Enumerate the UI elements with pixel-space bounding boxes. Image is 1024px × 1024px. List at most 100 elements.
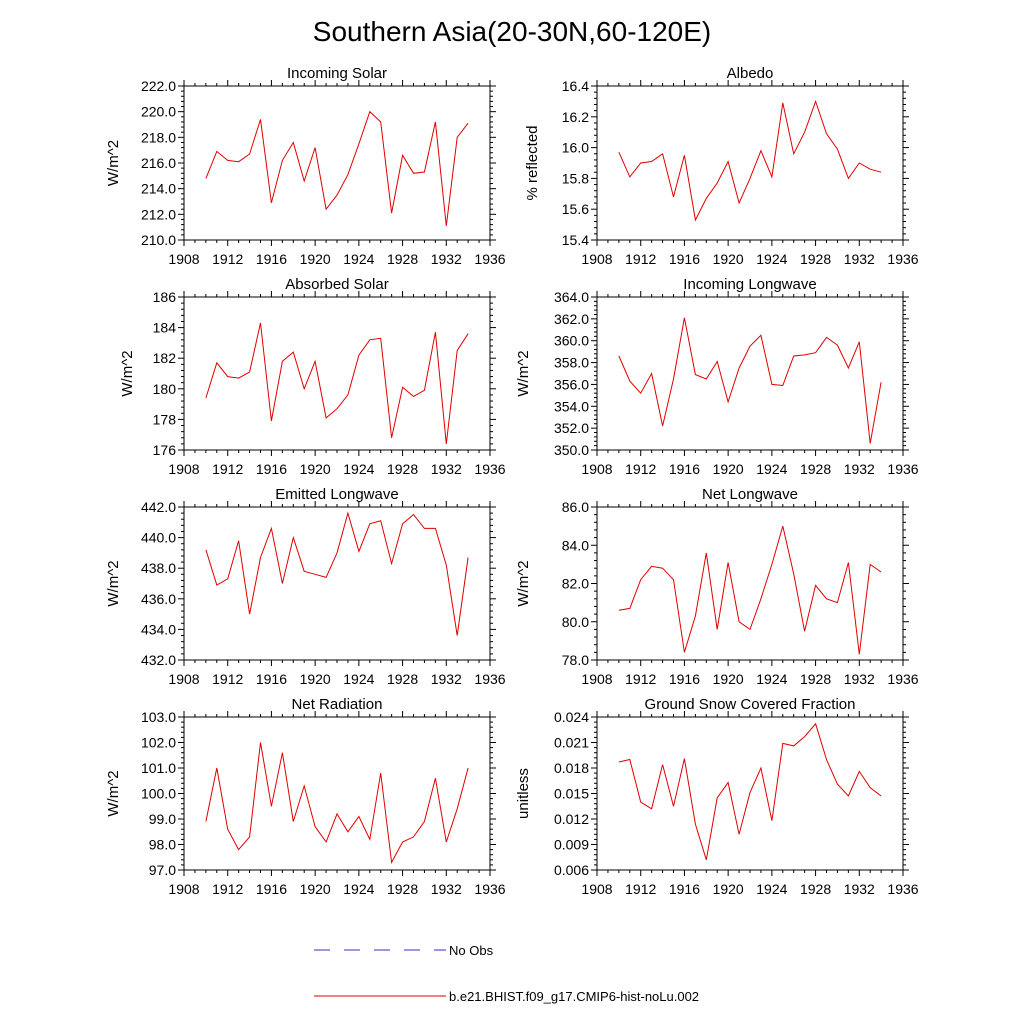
x-tick-label: 1916 — [669, 461, 700, 477]
x-tick-label: 1908 — [581, 881, 612, 897]
x-tick-label: 1936 — [887, 461, 918, 477]
plot-frame — [183, 506, 491, 661]
x-tick-label: 1936 — [474, 881, 505, 897]
series-line — [205, 742, 469, 865]
y-axis-label: W/m^2 — [119, 350, 136, 396]
y-tick-label: 222.0 — [141, 78, 176, 94]
panel-title: Net Longwave — [702, 486, 798, 503]
x-tick-label: 1924 — [343, 671, 374, 687]
series-line — [205, 511, 469, 636]
y-axis-label: unitless — [515, 768, 532, 819]
x-tick-label: 1920 — [300, 461, 331, 477]
y-tick-label: 0.006 — [554, 862, 589, 878]
series-line — [618, 99, 882, 222]
x-tick-label: 1912 — [212, 251, 243, 267]
x-tick-label: 1912 — [625, 251, 656, 267]
x-tick-label: 1936 — [474, 671, 505, 687]
y-tick-label: 82.0 — [562, 576, 589, 592]
series-line — [618, 525, 882, 655]
x-tick-label: 1936 — [474, 251, 505, 267]
x-tick-label: 1932 — [844, 251, 875, 267]
plot-frame — [183, 716, 491, 871]
y-axis-label: % reflected — [524, 125, 541, 200]
panel-title: Net Radiation — [292, 696, 383, 713]
x-tick-label: 1912 — [625, 671, 656, 687]
x-tick-label: 1928 — [800, 881, 831, 897]
y-axis-label: W/m^2 — [515, 560, 532, 606]
chart-panel-2: Albedo 1908 1912 1916 1920 1924 1928 1932 1936 15… — [524, 65, 919, 267]
y-tick-label: 350.0 — [554, 442, 589, 458]
x-tick-label: 1932 — [844, 671, 875, 687]
x-tick-label: 1936 — [474, 461, 505, 477]
y-tick-label: 180 — [153, 381, 177, 397]
x-tick-label: 1932 — [431, 881, 462, 897]
x-tick-label: 1924 — [756, 881, 787, 897]
x-tick-label: 1932 — [431, 671, 462, 687]
y-tick-label: 352.0 — [554, 420, 589, 436]
x-tick-label: 1920 — [713, 461, 744, 477]
panel-title: Incoming Solar — [287, 65, 387, 82]
y-tick-label: 15.6 — [562, 201, 589, 217]
y-tick-label: 103.0 — [141, 709, 176, 725]
legend: No Obs b.e21.BHIST.f09_g17.CMIP6-hist-no… — [314, 943, 699, 1004]
y-tick-label: 438.0 — [141, 560, 176, 576]
y-tick-label: 15.4 — [562, 232, 589, 248]
x-tick-label: 1920 — [300, 251, 331, 267]
y-tick-label: 80.0 — [562, 614, 589, 630]
x-tick-label: 1928 — [800, 671, 831, 687]
x-tick-label: 1908 — [581, 251, 612, 267]
series-line — [205, 322, 469, 444]
x-tick-label: 1912 — [212, 671, 243, 687]
legend-label-no-obs: No Obs — [449, 943, 494, 958]
y-tick-label: 97.0 — [149, 862, 176, 878]
y-tick-label: 102.0 — [141, 735, 176, 751]
y-axis-label: W/m^2 — [105, 560, 122, 606]
x-tick-label: 1936 — [887, 881, 918, 897]
x-tick-label: 1912 — [625, 461, 656, 477]
x-tick-label: 1928 — [387, 251, 418, 267]
x-tick-label: 1916 — [256, 251, 287, 267]
y-tick-label: 16.2 — [562, 109, 589, 125]
chart-panels: Incoming Solar 1908 1912 1916 1920 1924 1928 19… — [105, 65, 919, 897]
x-tick-label: 1924 — [343, 461, 374, 477]
panel-title: Incoming Longwave — [683, 276, 816, 293]
y-tick-label: 101.0 — [141, 760, 176, 776]
y-tick-label: 364.0 — [554, 289, 589, 305]
y-tick-label: 354.0 — [554, 398, 589, 414]
x-tick-label: 1908 — [168, 251, 199, 267]
x-tick-label: 1908 — [168, 671, 199, 687]
plot-frame — [596, 296, 904, 451]
y-tick-label: 98.0 — [149, 837, 176, 853]
y-tick-label: 0.012 — [554, 811, 589, 827]
chart-panel-1: Incoming Solar 1908 1912 1916 1920 1924 1928 19… — [105, 65, 506, 267]
x-tick-label: 1924 — [756, 461, 787, 477]
figure-title: Southern Asia(20-30N,60-120E) — [313, 16, 711, 47]
y-tick-label: 356.0 — [554, 376, 589, 392]
x-tick-label: 1928 — [387, 671, 418, 687]
y-tick-label: 358.0 — [554, 355, 589, 371]
y-axis-label: W/m^2 — [105, 770, 122, 816]
x-tick-label: 1908 — [581, 461, 612, 477]
chart-panel-4: Incoming Longwave 1908 1912 1916 1920 1924 192… — [515, 276, 919, 477]
y-tick-label: 360.0 — [554, 333, 589, 349]
y-tick-label: 186 — [153, 289, 177, 305]
x-tick-label: 1920 — [300, 881, 331, 897]
x-tick-label: 1908 — [168, 881, 199, 897]
y-tick-label: 214.0 — [141, 181, 176, 197]
x-tick-label: 1928 — [800, 461, 831, 477]
chart-panel-8: Ground Snow Covered Fraction 1908 1912 1916… — [515, 696, 919, 897]
x-tick-label: 1920 — [713, 881, 744, 897]
series-line — [618, 722, 882, 860]
x-tick-label: 1912 — [212, 881, 243, 897]
x-tick-label: 1916 — [256, 671, 287, 687]
x-tick-label: 1928 — [800, 251, 831, 267]
y-tick-label: 220.0 — [141, 104, 176, 120]
y-tick-label: 100.0 — [141, 786, 176, 802]
y-tick-label: 16.0 — [562, 140, 589, 156]
y-tick-label: 0.024 — [554, 709, 589, 725]
x-tick-label: 1928 — [387, 461, 418, 477]
x-tick-label: 1932 — [431, 251, 462, 267]
x-tick-label: 1924 — [343, 251, 374, 267]
y-tick-label: 0.015 — [554, 786, 589, 802]
x-tick-label: 1932 — [844, 461, 875, 477]
